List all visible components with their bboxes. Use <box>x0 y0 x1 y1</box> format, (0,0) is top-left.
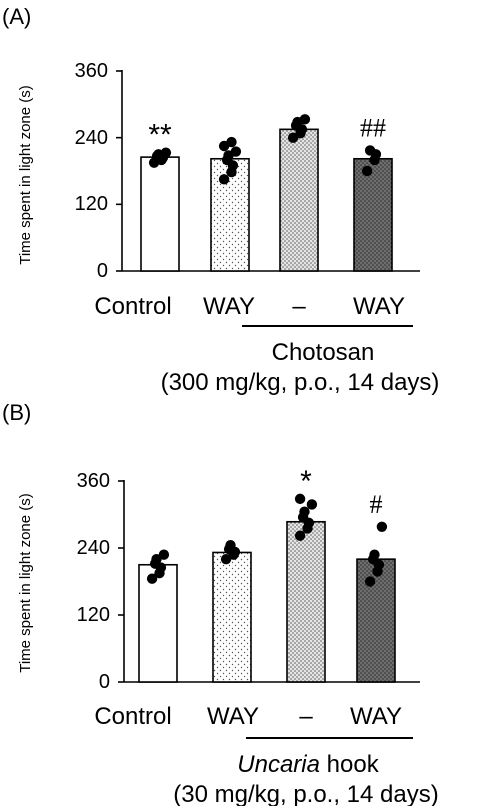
data-points <box>146 493 388 587</box>
y-tick-labels: 360 240 120 0 <box>77 470 110 693</box>
bar <box>138 563 178 683</box>
y-tick-labels: 360 240 120 0 <box>75 60 108 282</box>
x-tick-label: WAY <box>353 293 405 320</box>
group-label-italic: Uncaria <box>237 751 320 778</box>
group-label: Uncaria hook <box>237 751 379 778</box>
bar <box>140 156 180 272</box>
y-axis-label: Time spent in light zone (s) <box>17 85 34 265</box>
x-tick-label: Control <box>94 293 171 320</box>
data-point <box>294 493 306 505</box>
x-tick-label: WAY <box>350 703 402 730</box>
group-label: Chotosan <box>272 339 375 366</box>
y-tick-label: 0 <box>99 671 110 693</box>
significance-marks: *# <box>300 465 382 519</box>
data-point <box>230 146 242 157</box>
significance-mark: ## <box>360 113 386 142</box>
data-point <box>361 165 373 177</box>
group-label-dose: (30 mg/kg, p.o., 14 days) <box>173 781 438 806</box>
bar <box>353 157 393 272</box>
bar <box>279 128 319 272</box>
panel-a: (A) Time spent in light zone (s) 360 240… <box>2 4 439 396</box>
x-tick-labels: Control WAY – WAY <box>94 293 405 320</box>
panel-label: (B) <box>2 400 31 425</box>
data-point <box>294 530 306 541</box>
data-point <box>364 576 376 587</box>
panel-label: (A) <box>2 4 31 29</box>
x-tick-labels: Control WAY – WAY <box>94 703 402 730</box>
bar <box>212 551 252 683</box>
y-tick-label: 240 <box>77 537 110 559</box>
data-point <box>364 145 376 156</box>
x-tick-label: WAY <box>203 293 255 320</box>
data-point <box>226 136 237 148</box>
y-tick-label: 360 <box>77 470 110 492</box>
data-point <box>376 521 388 532</box>
data-point <box>146 573 158 584</box>
data-point <box>299 506 310 517</box>
data-point <box>369 549 380 560</box>
x-tick-label: – <box>292 293 306 320</box>
significance-marks: ** ## <box>148 113 386 151</box>
y-tick-label: 0 <box>97 260 108 282</box>
y-tick-label: 120 <box>75 193 108 215</box>
group-label-dose: (300 mg/kg, p.o., 14 days) <box>161 369 440 396</box>
bar <box>356 558 396 683</box>
data-point <box>218 174 230 185</box>
data-point <box>299 114 311 125</box>
data-point <box>160 147 172 158</box>
significance-mark: # <box>370 490 383 519</box>
x-tick-label: Control <box>94 703 171 730</box>
data-points <box>148 114 382 185</box>
data-point <box>158 549 170 560</box>
data-point <box>306 499 318 510</box>
y-tick-label: 240 <box>75 127 108 149</box>
group-label-rest: hook <box>320 751 380 778</box>
data-point <box>225 540 236 551</box>
y-axis-label: Time spent in light zone (s) <box>17 493 34 673</box>
significance-mark: ** <box>148 119 172 152</box>
x-tick-label: WAY <box>207 703 259 730</box>
y-tick-label: 360 <box>75 60 108 82</box>
y-tick-label: 120 <box>77 604 110 626</box>
panel-b: (B) Time spent in light zone (s) 360 240… <box>2 400 439 806</box>
bars <box>138 520 396 683</box>
bar <box>286 520 326 683</box>
bars <box>140 128 393 272</box>
x-tick-label: – <box>299 703 313 730</box>
significance-mark: * <box>300 465 312 498</box>
